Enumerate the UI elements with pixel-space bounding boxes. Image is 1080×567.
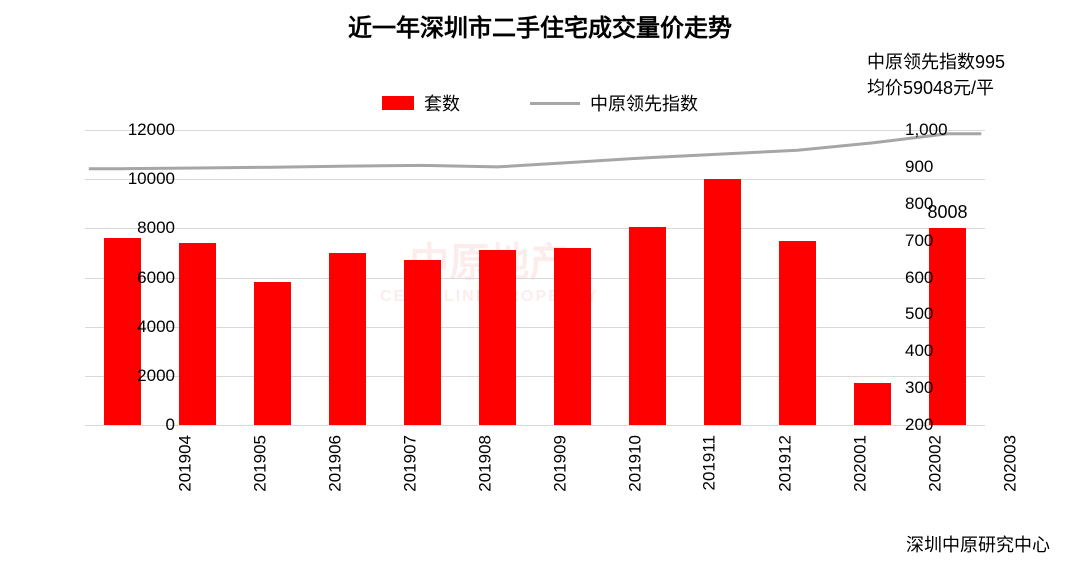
gridline [85, 278, 985, 279]
line-series [89, 134, 982, 169]
x-tick-label: 201911 [699, 435, 719, 490]
x-tick-label: 201910 [625, 435, 645, 492]
x-tick-label: 201905 [250, 435, 270, 492]
bar [554, 248, 592, 425]
y-right-tick-label: 300 [905, 378, 933, 398]
bar [779, 241, 817, 425]
y-left-tick-label: 8000 [137, 218, 175, 238]
bar [854, 383, 892, 425]
y-left-tick-label: 10000 [128, 169, 175, 189]
x-tick-label: 201912 [775, 435, 795, 492]
y-right-tick-label: 700 [905, 231, 933, 251]
legend-bar-label: 套数 [424, 90, 460, 116]
gridline [85, 327, 985, 328]
x-tick-label: 201904 [175, 435, 195, 492]
bar [479, 250, 517, 425]
y-left-tick-label: 0 [166, 415, 175, 435]
bar [179, 243, 217, 425]
source-note: 深圳中原研究中心 [906, 531, 1050, 557]
gridline [85, 130, 985, 131]
y-right-tick-label: 400 [905, 341, 933, 361]
x-tick-label: 201907 [400, 435, 420, 492]
chart-container: 近一年深圳市二手住宅成交量价走势 中原领先指数995 均价59048元/平 套数… [0, 0, 1080, 567]
plot-area [85, 130, 985, 425]
chart-title: 近一年深圳市二手住宅成交量价走势 [348, 8, 732, 43]
y-right-tick-label: 600 [905, 268, 933, 288]
x-tick-label: 202002 [925, 435, 945, 492]
legend-line-label: 中原领先指数 [590, 90, 698, 116]
bar [629, 227, 667, 425]
y-left-tick-label: 6000 [137, 268, 175, 288]
y-right-tick-label: 200 [905, 415, 933, 435]
gridline [85, 376, 985, 377]
y-right-tick-label: 500 [905, 304, 933, 324]
bar-data-label: 8008 [927, 202, 967, 223]
annotation-price: 均价59048元/平 [867, 74, 1005, 100]
gridline [85, 425, 985, 426]
gridline [85, 179, 985, 180]
legend-item-line: 中原领先指数 [530, 90, 698, 116]
legend-bar-swatch [382, 96, 414, 110]
gridline [85, 228, 985, 229]
x-tick-label: 201909 [550, 435, 570, 492]
legend-item-bar: 套数 [382, 90, 460, 116]
y-left-tick-label: 4000 [137, 317, 175, 337]
x-tick-label: 201908 [475, 435, 495, 492]
y-left-tick-label: 2000 [137, 366, 175, 386]
bar [704, 179, 742, 425]
x-tick-label: 201906 [325, 435, 345, 492]
bar [329, 253, 367, 425]
x-tick-label: 202003 [1000, 435, 1020, 492]
bar [254, 282, 292, 425]
legend-line-swatch [530, 102, 580, 105]
bar [404, 260, 442, 425]
y-right-tick-label: 1,000 [905, 120, 948, 140]
y-right-tick-label: 900 [905, 157, 933, 177]
chart-annotation: 中原领先指数995 均价59048元/平 [867, 48, 1005, 100]
x-tick-label: 202001 [850, 435, 870, 492]
y-left-tick-label: 12000 [128, 120, 175, 140]
bar [929, 228, 967, 425]
chart-legend: 套数 中原领先指数 [382, 90, 698, 116]
bar [104, 238, 142, 425]
annotation-index: 中原领先指数995 [867, 48, 1005, 74]
